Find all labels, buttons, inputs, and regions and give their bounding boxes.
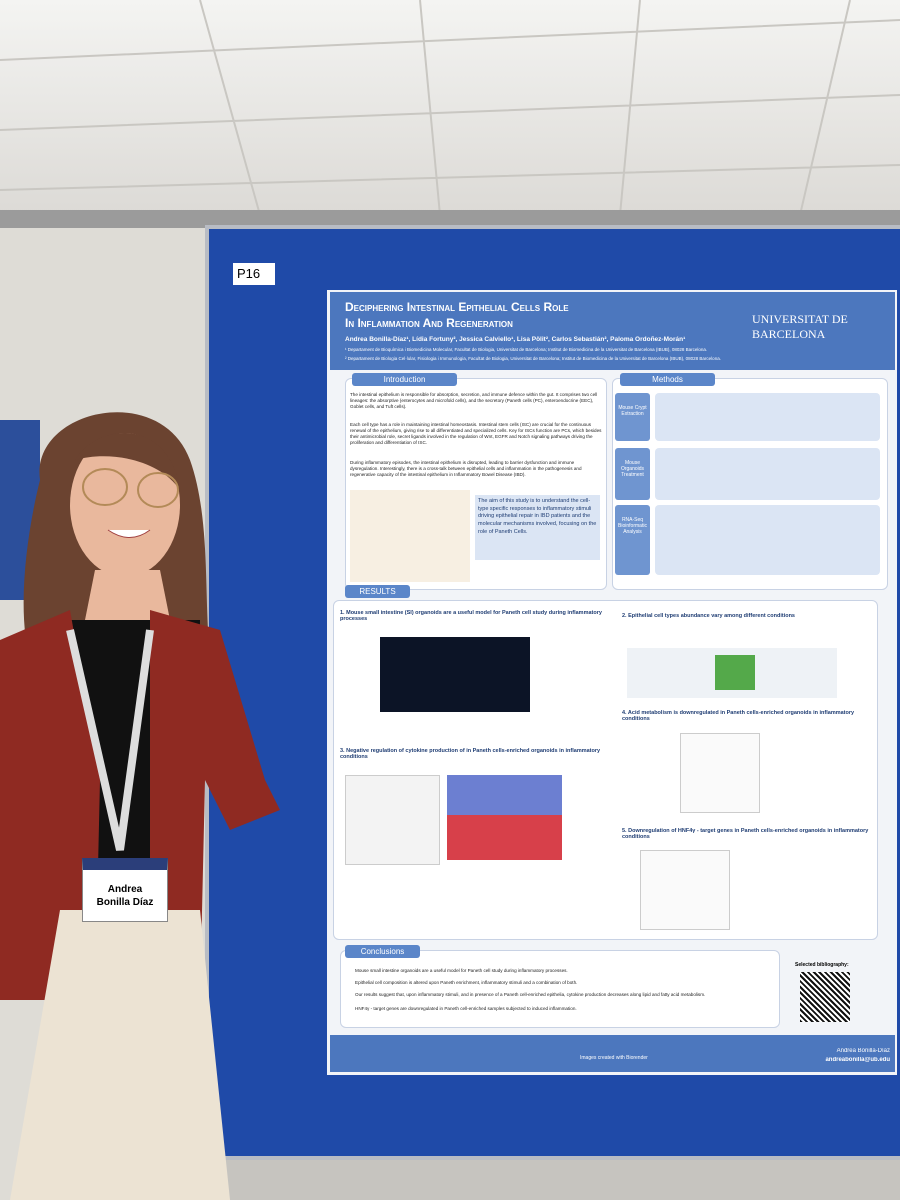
- affiliation: ² Departament de Biologia Cel·lular, Fis…: [345, 356, 721, 361]
- poster-title: Deciphering Intestinal Epithelial Cells …: [345, 300, 569, 314]
- method-step: RNA-Seq Bioinformatic Analysis: [615, 505, 650, 575]
- poster-footer: [330, 1035, 895, 1072]
- result-heading: 2. Epithelial cell types abundance vary …: [622, 613, 795, 619]
- conclusion-item: Epithelial cell composition is altered u…: [355, 980, 578, 985]
- result-heading: 4. Acid metabolism is downregulated in P…: [622, 710, 855, 722]
- conclusion-item: HNF4γ - target genes are downregulated i…: [355, 1006, 577, 1011]
- board-label: P16: [233, 263, 275, 285]
- heatmap-red: [447, 815, 562, 860]
- affiliation: ¹ Departament de Bioquímica i Biomedicin…: [345, 347, 708, 352]
- floor: [205, 1160, 900, 1200]
- heatmap-blue: [447, 775, 562, 815]
- method-step: Mouse Crypt Extraction: [615, 393, 650, 441]
- poster-title: In Inflammation And Regeneration: [345, 316, 513, 330]
- badge-name: Andrea: [107, 884, 143, 895]
- result-heading: 1. Mouse small intestine (SI) organoids …: [340, 610, 602, 622]
- ceiling: [0, 0, 900, 215]
- intro-figure: [350, 490, 470, 582]
- authors: Andrea Bonilla-Díaz¹, Lídia Fortuny², Je…: [345, 336, 686, 343]
- method-figure: [655, 393, 880, 441]
- method-step: Mouse Organoids Treatment: [615, 448, 650, 500]
- conclusion-item: Our results suggest that, upon inflammat…: [355, 992, 706, 997]
- bibliography-label: Selected bibliography:: [795, 962, 849, 968]
- section-heading: Conclusions: [345, 945, 420, 958]
- result-heading: 3. Negative regulation of cytokine produ…: [340, 748, 601, 760]
- method-figure: [655, 448, 880, 500]
- section-heading: Methods: [620, 373, 715, 386]
- poster-header: [330, 292, 895, 370]
- conclusion-item: Mouse small intestine organoids are a us…: [355, 968, 568, 973]
- badge-name: Bonilla Díaz: [96, 897, 154, 908]
- name-badge: [82, 858, 168, 922]
- aim-box: The aim of this study is to understand t…: [475, 495, 600, 560]
- dotplot: [680, 733, 760, 813]
- intro-text: Each cell type has a role in maintaining…: [350, 422, 602, 445]
- ceiling-grid: [0, 0, 900, 228]
- enrichment-plot: [640, 850, 730, 930]
- table-cell: [715, 655, 755, 690]
- result-heading: 5. Downregulation of HNF4γ - target gene…: [622, 828, 869, 840]
- gsea-plot: [345, 775, 440, 865]
- intro-text: During inflammatory episodes, the intest…: [350, 460, 582, 477]
- conclusions-panel: [340, 950, 780, 1028]
- contact-name: Andrea Bonilla-Díaz: [836, 1048, 890, 1054]
- qr-code: [800, 972, 850, 1022]
- footer-credit: Images created with Biorender: [580, 1055, 648, 1061]
- microscopy-figure: [380, 637, 530, 712]
- person: [0, 412, 280, 1200]
- contact-email: andreabonilla@ub.edu: [825, 1057, 890, 1063]
- section-heading: Introduction: [352, 373, 457, 386]
- section-heading: RESULTS: [345, 585, 410, 598]
- method-figure: [655, 505, 880, 575]
- intro-text: The intestinal epithelium is responsible…: [350, 392, 598, 409]
- institution: Universitat de Barcelona: [752, 312, 848, 341]
